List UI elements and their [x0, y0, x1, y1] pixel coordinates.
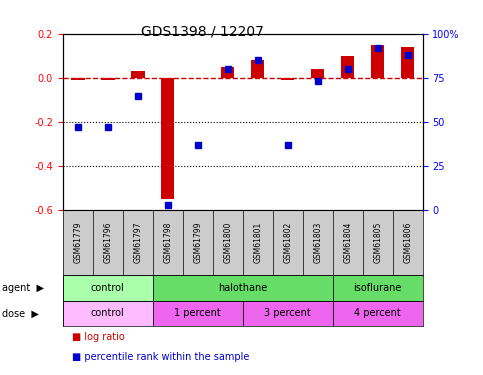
Text: GSM61797: GSM61797 [133, 222, 142, 263]
Bar [71, 78, 85, 80]
Text: GSM61800: GSM61800 [223, 222, 232, 263]
Text: GSM61805: GSM61805 [373, 222, 382, 263]
Bar [63, 275, 153, 301]
Bar [131, 71, 144, 78]
Text: GDS1398 / 12207: GDS1398 / 12207 [142, 24, 264, 38]
Bar [153, 275, 333, 301]
Bar [153, 301, 242, 326]
Bar [333, 275, 423, 301]
Text: GSM61804: GSM61804 [343, 222, 352, 263]
Text: halothane: halothane [218, 283, 267, 293]
Bar [251, 60, 265, 78]
Text: GSM61799: GSM61799 [193, 222, 202, 263]
Bar [161, 78, 174, 199]
Text: 1 percent: 1 percent [174, 309, 221, 318]
Text: GSM61801: GSM61801 [253, 222, 262, 263]
Bar [281, 78, 295, 80]
Bar [101, 78, 114, 80]
Bar [311, 69, 325, 78]
Text: ■ percentile rank within the sample: ■ percentile rank within the sample [72, 352, 250, 363]
Text: GSM61798: GSM61798 [163, 222, 172, 263]
Text: agent  ▶: agent ▶ [2, 283, 44, 293]
Bar [401, 47, 414, 78]
Bar [221, 67, 234, 78]
Bar [333, 301, 423, 326]
Text: ■ log ratio: ■ log ratio [72, 332, 125, 342]
Bar [242, 301, 333, 326]
Text: GSM61796: GSM61796 [103, 222, 112, 263]
Text: control: control [91, 309, 125, 318]
Text: control: control [91, 283, 125, 293]
Text: GSM61802: GSM61802 [283, 222, 292, 263]
Text: GSM61779: GSM61779 [73, 222, 82, 263]
Text: dose  ▶: dose ▶ [2, 309, 39, 318]
Text: GSM61806: GSM61806 [403, 222, 412, 263]
Text: 4 percent: 4 percent [354, 309, 401, 318]
Text: 3 percent: 3 percent [264, 309, 311, 318]
Bar [371, 45, 384, 78]
Bar [341, 56, 355, 78]
Bar [63, 301, 153, 326]
Text: isoflurane: isoflurane [354, 283, 402, 293]
Text: GSM61803: GSM61803 [313, 222, 322, 263]
